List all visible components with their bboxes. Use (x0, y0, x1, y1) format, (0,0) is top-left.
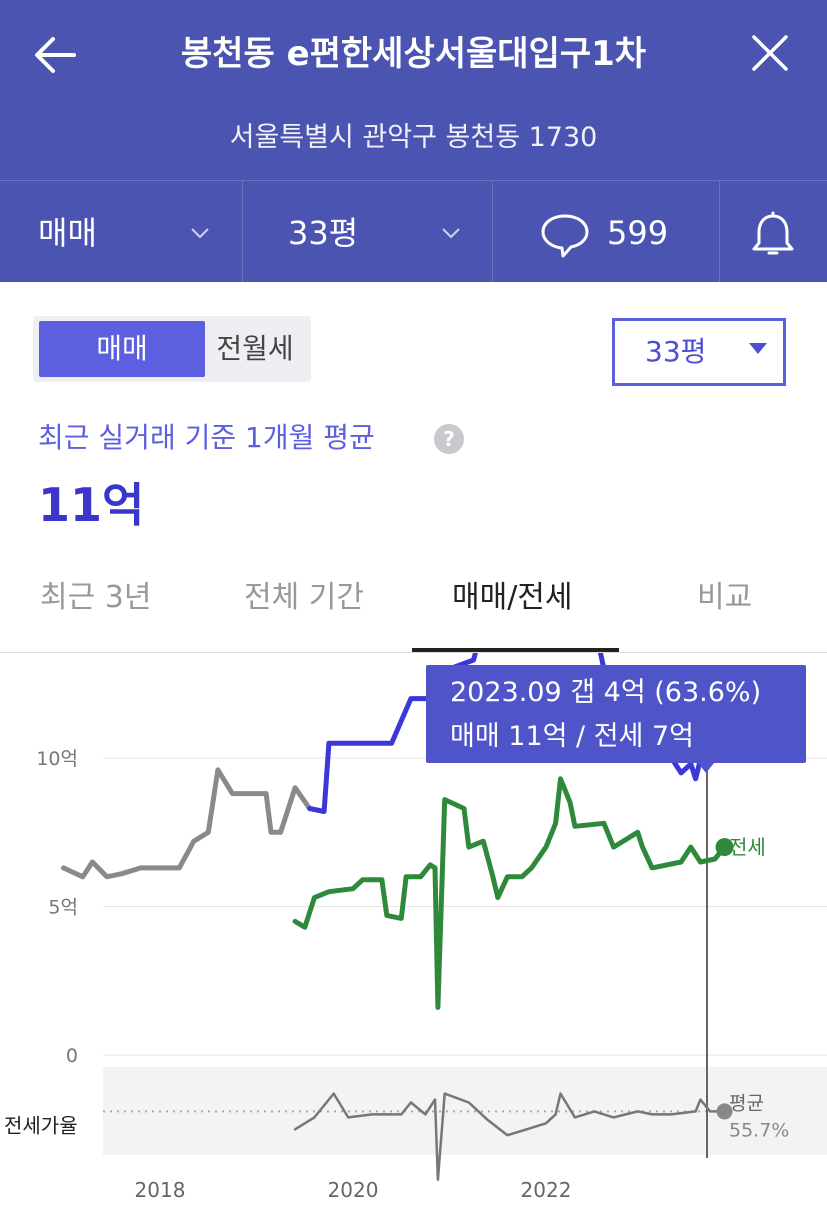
speech-bubble-icon (541, 214, 589, 258)
close-icon (752, 35, 788, 71)
ratio-series-label: 평균 (729, 1092, 764, 1114)
x-tick-label: 2020 (328, 1178, 379, 1202)
size-dropdown[interactable]: 33평 (612, 318, 786, 386)
address: 서울특별시 관악구 봉천동 1730 (229, 122, 598, 153)
ratio-axis-label: 전세가율 (4, 1113, 78, 1137)
sale-line (307, 653, 727, 814)
tab-recent-3-years[interactable]: 최근 3년 (40, 580, 152, 615)
x-tick-label: 2022 (521, 1178, 572, 1202)
price-basis-label: 최근 실거래 기준 1개월 평균 (38, 421, 375, 454)
caret-down-icon (749, 343, 767, 354)
tooltip-gap-text: 2023.09 갭 4억 (63.6%) (450, 677, 762, 708)
tab-compare[interactable]: 비교 (697, 580, 753, 615)
tab-all-period[interactable]: 전체 기간 (244, 580, 364, 615)
period-tabs: 최근 3년 전체 기간 매매/전세 비교 (0, 558, 827, 653)
toggle-rent[interactable]: 전월세 (216, 332, 294, 365)
comment-count: 599 (607, 214, 669, 252)
chevron-down-icon (442, 228, 460, 239)
tooltip-price-text: 매매 11억 / 전세 7억 (450, 721, 695, 752)
back-button[interactable] (30, 30, 80, 80)
average-price: 11억 (38, 478, 145, 532)
tooltip-pointer (698, 763, 714, 773)
jeonse-end-marker (715, 838, 734, 857)
close-button[interactable] (745, 28, 795, 78)
y-tick-label: 0 (66, 1045, 78, 1067)
jeonse-line (292, 776, 727, 1010)
y-tick-label: 5억 (48, 897, 78, 919)
app-header: 봉천동 e편한세상서울대입구1차 서울특별시 관악구 봉천동 1730 매매 3… (0, 0, 827, 283)
chevron-down-icon (191, 228, 209, 239)
ratio-value-label: 55.7% (729, 1119, 789, 1141)
sale-line-early (61, 767, 313, 880)
comments-button[interactable]: 599 (493, 181, 720, 283)
size-value: 33평 (288, 214, 359, 252)
y-tick-label: 10억 (36, 748, 78, 770)
trade-toggle: 매매 전월세 (33, 316, 311, 382)
size-dropdown-value: 33평 (645, 335, 707, 368)
trade-type-value: 매매 (38, 214, 97, 252)
alarm-button[interactable] (720, 181, 827, 283)
x-tick-label: 2018 (135, 1178, 186, 1202)
size-select[interactable]: 33평 (243, 181, 493, 283)
toggle-sale[interactable]: 매매 (39, 321, 205, 377)
chart-tooltip: 2023.09 갭 4억 (63.6%) 매매 11억 / 전세 7억 (426, 665, 806, 773)
active-tab-indicator (412, 648, 619, 652)
help-icon[interactable]: ? (434, 424, 464, 454)
page-title: 봉천동 e편한세상서울대입구1차 (180, 34, 647, 74)
arrow-left-icon (35, 37, 76, 73)
ratio-end-marker (716, 1103, 733, 1120)
jeonse-series-label: 전세 (729, 835, 766, 859)
bell-icon (752, 211, 794, 255)
ratio-line (293, 1092, 726, 1181)
tab-sale-jeonse[interactable]: 매매/전세 (452, 580, 573, 615)
filter-bar: 매매 33평 599 (0, 180, 827, 283)
trade-type-select[interactable]: 매매 (0, 181, 243, 283)
